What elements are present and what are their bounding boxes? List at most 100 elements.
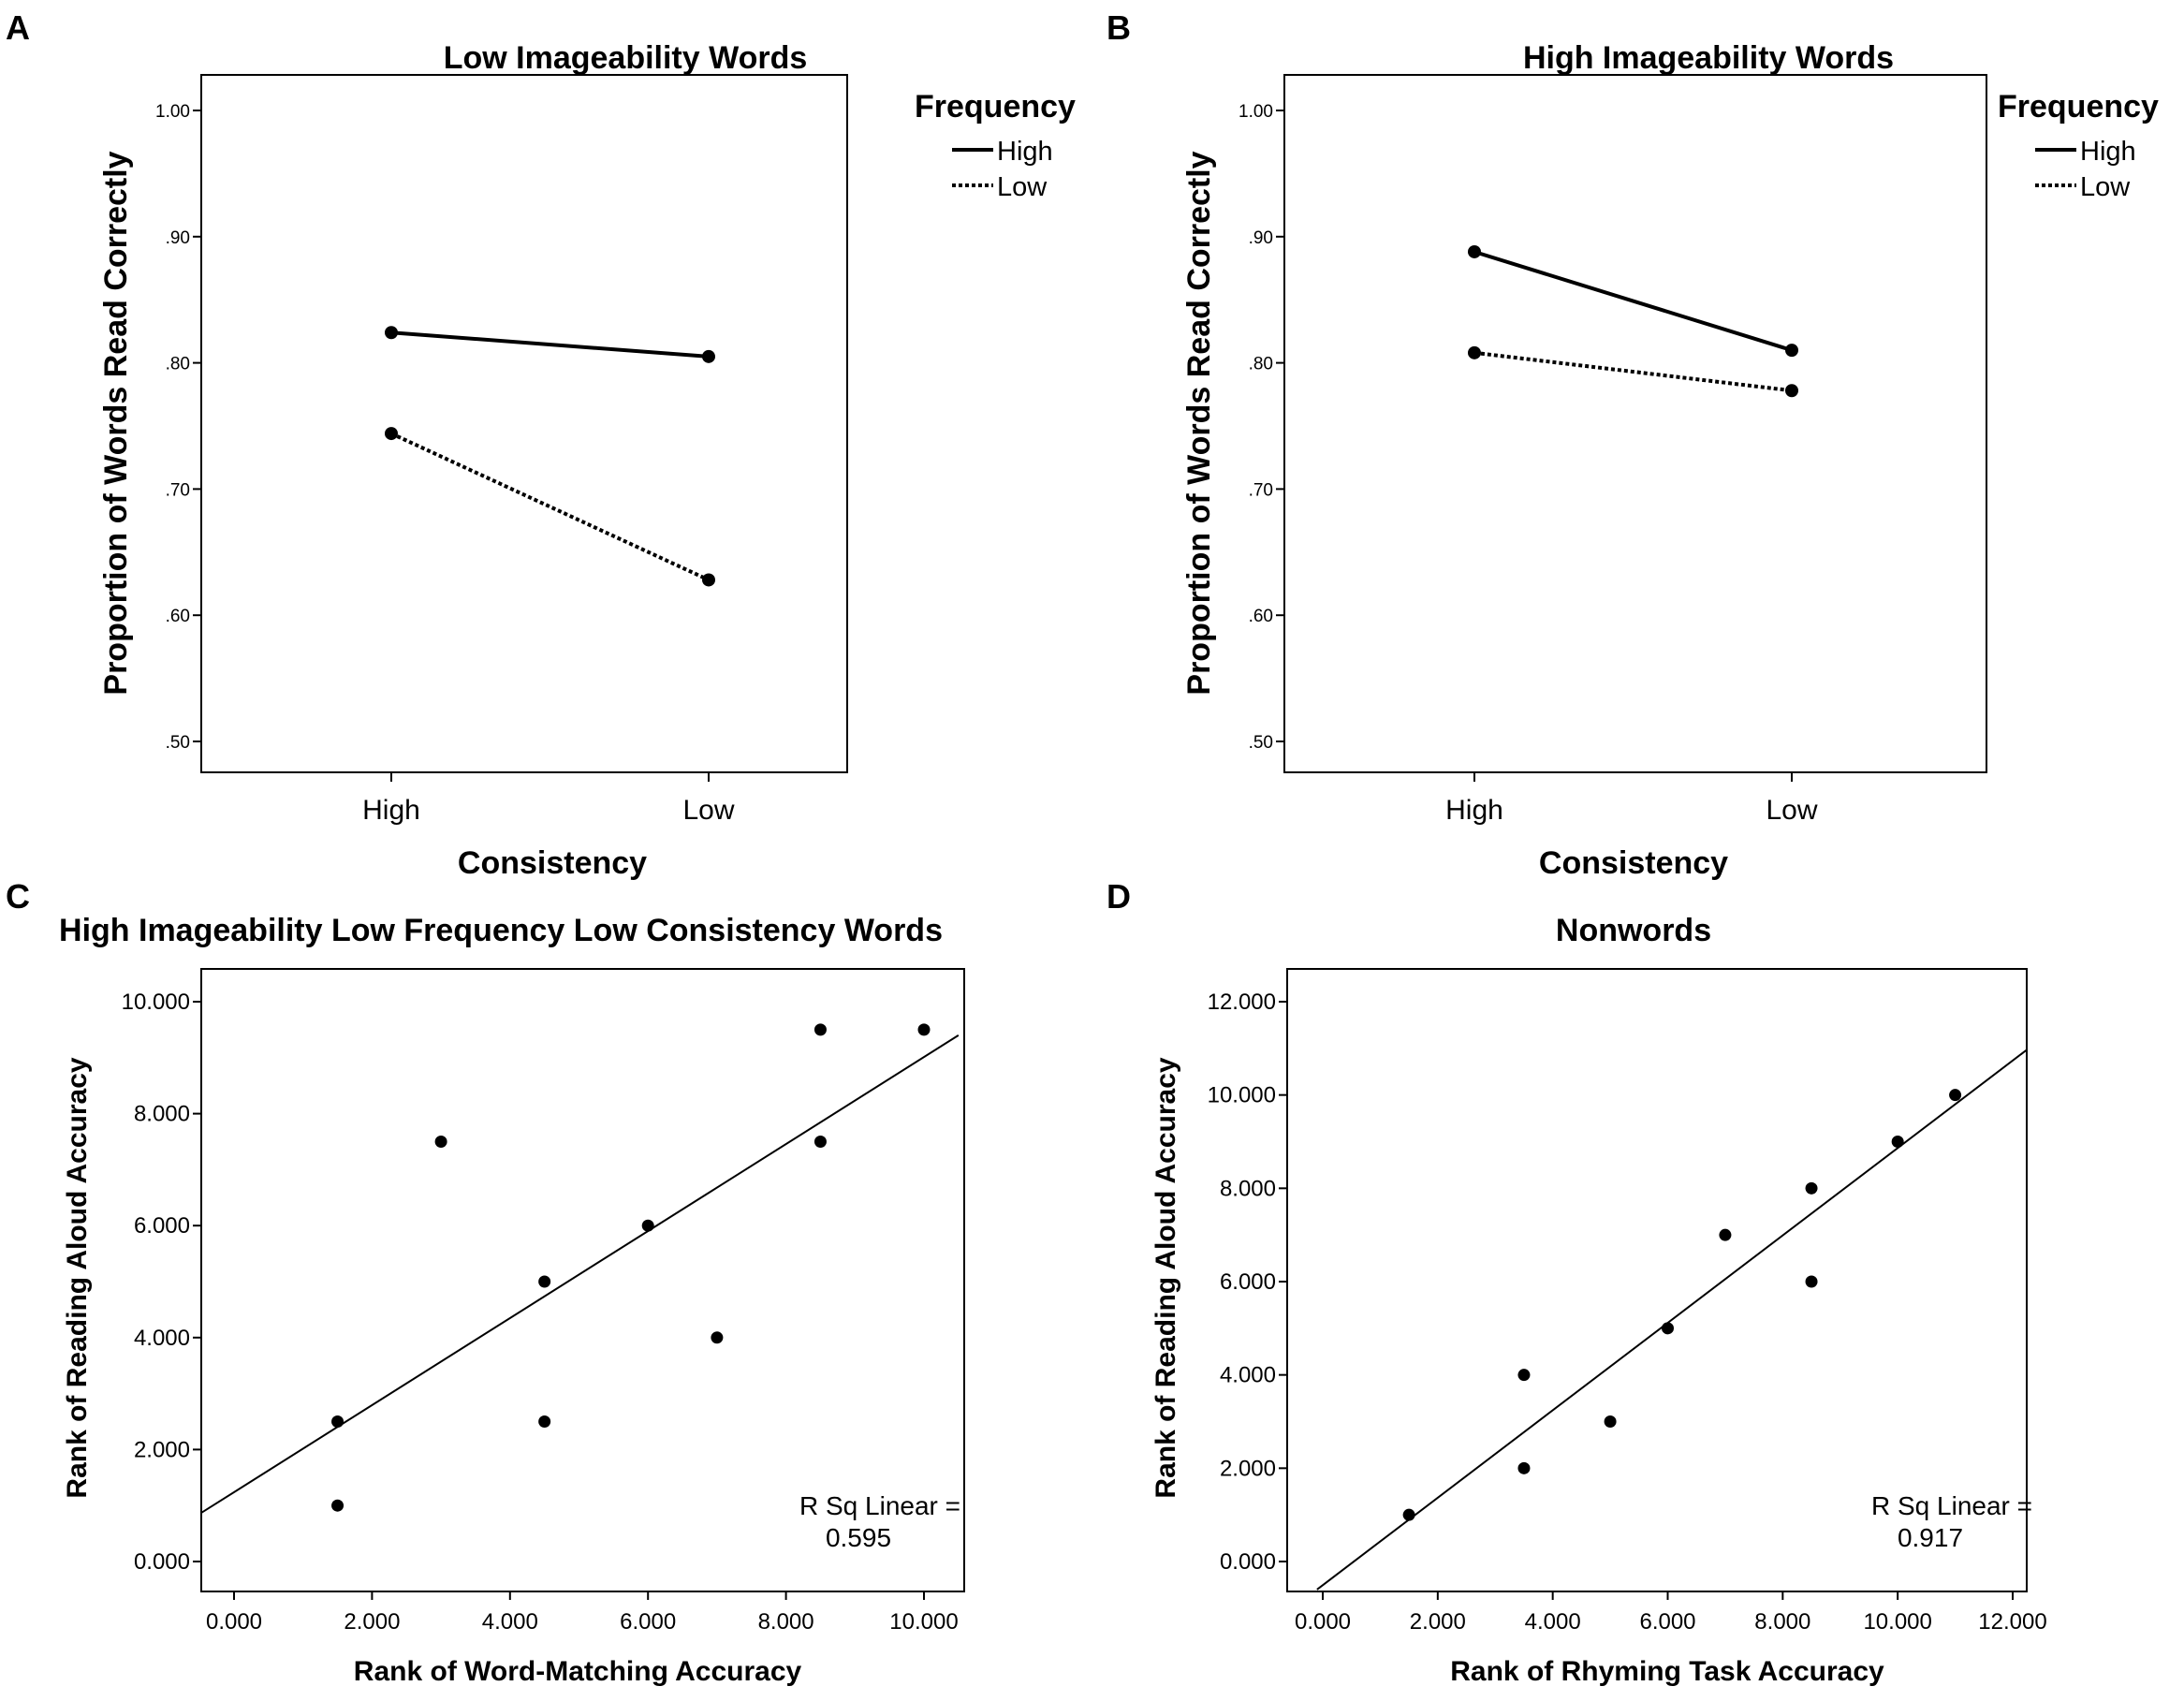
y-tick-label-a: 1.00 <box>155 102 190 122</box>
series-b <box>1468 244 1798 398</box>
y-tick-label-a: .50 <box>166 733 190 753</box>
y-tick-label-a: .60 <box>166 607 190 626</box>
y-axis-title-b: Proportion of Words Read Correctly <box>1181 151 1217 695</box>
scatter-point-c <box>641 1219 654 1232</box>
legend-label-high-a: High <box>997 137 1053 167</box>
y-tick-label-d: 2.000 <box>1220 1456 1276 1481</box>
scatter-point-d <box>1662 1322 1674 1335</box>
legend-title-a: Frequency <box>915 89 1076 125</box>
x-axis-title-c: Rank of Word-Matching Accuracy <box>354 1656 802 1687</box>
x-tick-label-d: 12.000 <box>1978 1609 2046 1635</box>
panel-letter-c: C <box>6 877 30 916</box>
series-line-high-b <box>1473 250 1793 353</box>
scatter-point-c <box>434 1136 447 1148</box>
panel-b: B High Imageability Words .50 .60 .70 .80 .9… <box>1107 8 2159 881</box>
scatter-point-c <box>814 1136 827 1148</box>
fit-line-group-d <box>1316 1048 2027 1591</box>
y-tick-label-d: 10.000 <box>1208 1083 1276 1108</box>
x-tick-label-c: 4.000 <box>482 1609 538 1635</box>
r-squared-value-d: 0.917 <box>1898 1523 1963 1552</box>
fit-line-d <box>1316 1048 2027 1591</box>
scatter-point-c <box>538 1275 551 1288</box>
x-tick-label-c: 10.000 <box>889 1609 958 1635</box>
data-point-low-b <box>1468 345 1481 359</box>
panel-letter-a: A <box>6 8 30 47</box>
x-tick-label-c: 0.000 <box>206 1609 262 1635</box>
y-tick-label-b: .50 <box>1249 733 1273 753</box>
data-point-low-a <box>702 573 715 587</box>
legend-label-low-b: Low <box>2080 172 2131 202</box>
y-axis-title-c: Rank of Reading Aloud Accuracy <box>62 1057 93 1499</box>
y-tick-label-b: 1.00 <box>1239 102 1273 122</box>
fit-line-c <box>201 1034 960 1515</box>
legend-a: Frequency High Low <box>915 89 1076 202</box>
panel-c: C High Imageability Low Frequency Low Co… <box>6 877 965 1687</box>
y-tick-label-c: 6.000 <box>134 1213 190 1239</box>
y-axis-title-a: Proportion of Words Read Correctly <box>98 151 134 695</box>
scatter-point-d <box>1517 1369 1531 1382</box>
panel-letter-d: D <box>1107 877 1131 916</box>
x-tick-label-d: 6.000 <box>1639 1609 1695 1635</box>
y-tick-label-d: 8.000 <box>1220 1176 1276 1201</box>
chart-title-c: High Imageability Low Frequency Low Cons… <box>59 913 943 948</box>
scatter-point-d <box>1949 1089 1962 1102</box>
x-tick-label-c: 8.000 <box>758 1609 814 1635</box>
chart-title-d: Nonwords <box>1556 913 1711 948</box>
scatter-point-d <box>1891 1136 1904 1148</box>
scatter-point-d <box>1604 1415 1617 1428</box>
plot-frame-d <box>1286 968 2028 1592</box>
y-axis-a: .50 .60 .70 .80 .90 1.00 <box>155 102 201 753</box>
legend-label-high-b: High <box>2080 137 2136 167</box>
r-squared-label-c: R Sq Linear = <box>799 1491 960 1520</box>
series-line-low-b <box>1473 350 1793 393</box>
scatter-point-c <box>711 1331 724 1344</box>
r-squared-label-d: R Sq Linear = <box>1871 1491 2032 1520</box>
y-tick-label-d: 6.000 <box>1220 1269 1276 1295</box>
y-axis-d: 0.000 2.000 4.000 6.000 8.000 10.000 12.000 <box>1208 990 1287 1575</box>
y-tick-label-a: .80 <box>166 355 190 374</box>
y-tick-label-b: .60 <box>1249 607 1273 626</box>
panel-d: D Nonwords 0.000 2.000 4.000 6.000 8.000 10.0… <box>1107 877 2047 1687</box>
data-point-low-b <box>1785 384 1798 398</box>
y-tick-label-a: .70 <box>166 480 190 500</box>
y-tick-label-d: 12.000 <box>1208 990 1276 1015</box>
r-squared-value-c: 0.595 <box>826 1523 891 1552</box>
legend-b: Frequency High Low <box>1998 89 2159 202</box>
data-point-high-b <box>1785 344 1798 358</box>
chart-title-b: High Imageability Words <box>1523 40 1894 76</box>
chart-title-a: Low Imageability Words <box>444 40 808 76</box>
scatter-point-c <box>814 1023 827 1036</box>
y-axis-b: .50 .60 .70 .80 .90 1.00 <box>1239 102 1284 753</box>
y-tick-label-c: 8.000 <box>134 1102 190 1127</box>
y-tick-label-c: 4.000 <box>134 1326 190 1351</box>
panel-letter-b: B <box>1107 8 1131 47</box>
x-axis-d: 0.000 2.000 4.000 6.000 8.000 10.000 12.000 <box>1295 1591 2047 1635</box>
scatter-point-c <box>538 1415 551 1428</box>
y-axis-title-d: Rank of Reading Aloud Accuracy <box>1151 1057 1181 1499</box>
scatter-point-c <box>917 1023 931 1036</box>
x-tick-label-b: High <box>1445 795 1503 826</box>
series-line-high-a <box>390 330 710 359</box>
x-axis-c: 0.000 2.000 4.000 6.000 8.000 10.000 <box>206 1591 959 1635</box>
x-tick-label-a: Low <box>682 795 734 826</box>
x-tick-label-b: Low <box>1766 795 1817 826</box>
scatter-point-d <box>1805 1275 1818 1288</box>
scatter-point-d <box>1805 1181 1818 1195</box>
scatter-point-d <box>1402 1508 1415 1521</box>
scatter-point-c <box>331 1415 344 1428</box>
x-axis-a: High Low <box>362 772 735 826</box>
x-tick-label-d: 0.000 <box>1295 1609 1351 1635</box>
points-d <box>1402 1089 1962 1521</box>
y-tick-label-c: 0.000 <box>134 1549 190 1575</box>
fit-line-group-c <box>201 1034 960 1515</box>
x-axis-title-b: Consistency <box>1539 845 1728 881</box>
y-tick-label-c: 10.000 <box>122 990 190 1015</box>
points-c <box>331 1023 931 1512</box>
x-tick-label-a: High <box>362 795 420 826</box>
y-tick-label-d: 0.000 <box>1220 1549 1276 1575</box>
y-tick-label-c: 2.000 <box>134 1437 190 1462</box>
scatter-point-d <box>1517 1461 1531 1474</box>
x-axis-b: High Low <box>1445 772 1818 826</box>
y-tick-label-b: .70 <box>1249 480 1273 500</box>
plot-frame-b <box>1283 74 1987 773</box>
